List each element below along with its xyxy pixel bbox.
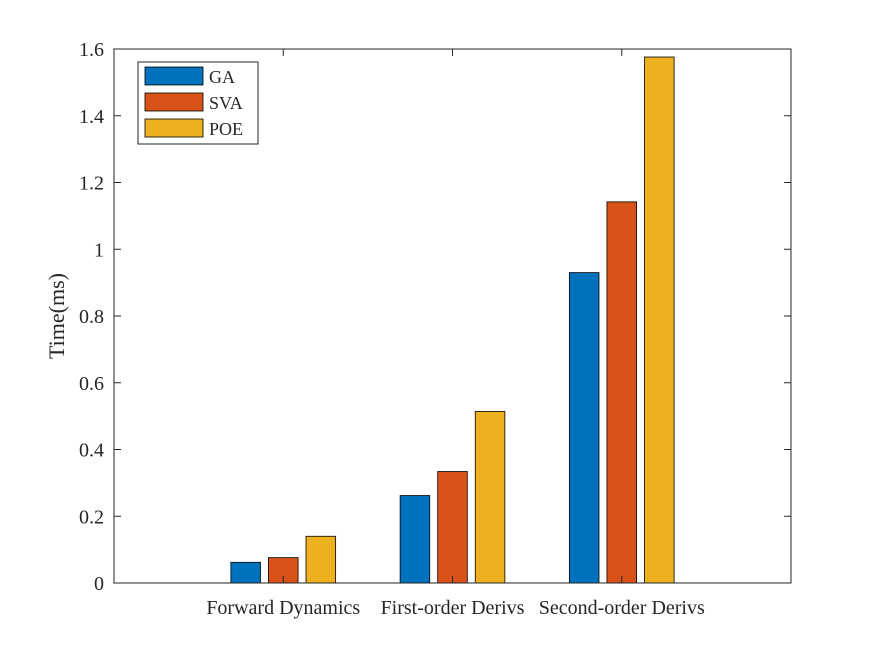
bar-poe-1 <box>305 535 337 584</box>
x-tick-label: Forward Dynamics <box>206 597 360 619</box>
bar-sva-3 <box>606 201 637 584</box>
y-tick-label: 0.8 <box>79 306 104 328</box>
legend-label-poe: POE <box>209 119 243 139</box>
y-axis-title: Time(ms) <box>44 273 69 359</box>
legend-swatch-ga <box>144 66 204 86</box>
bar-sva-2 <box>437 471 468 584</box>
y-ticks-group: 0 0.2 0.4 0.6 0.8 1 1.2 1.4 1.6 <box>79 39 791 595</box>
x-tick-label: Second-order Derivs <box>539 597 705 619</box>
bar-poe-3 <box>644 56 675 584</box>
y-tick-label: 0.4 <box>79 440 104 462</box>
bar-ga-3 <box>568 272 600 584</box>
x-tick-label: First-order Derivs <box>381 597 525 619</box>
bars-group <box>230 56 675 584</box>
legend-swatch-sva <box>144 92 204 112</box>
legend-label-sva: SVA <box>209 93 243 113</box>
y-tick-label: 1 <box>94 239 104 261</box>
legend-label-ga: GA <box>209 67 235 87</box>
x-ticks-group: Forward Dynamics First-order Derivs Second… <box>206 49 705 619</box>
bar-poe-2 <box>474 411 506 584</box>
y-tick-label: 0.6 <box>79 373 104 395</box>
bar-ga-2 <box>399 495 431 584</box>
legend: GA SVA POE <box>137 61 259 145</box>
y-tick-label: 1.2 <box>79 173 104 195</box>
y-tick-label: 1.6 <box>79 39 104 61</box>
legend-swatch-poe <box>144 118 204 138</box>
y-tick-label: 0 <box>94 573 104 595</box>
y-tick-label: 1.4 <box>79 106 104 128</box>
y-tick-label: 0.2 <box>79 506 104 528</box>
bar-ga-1 <box>230 561 261 584</box>
